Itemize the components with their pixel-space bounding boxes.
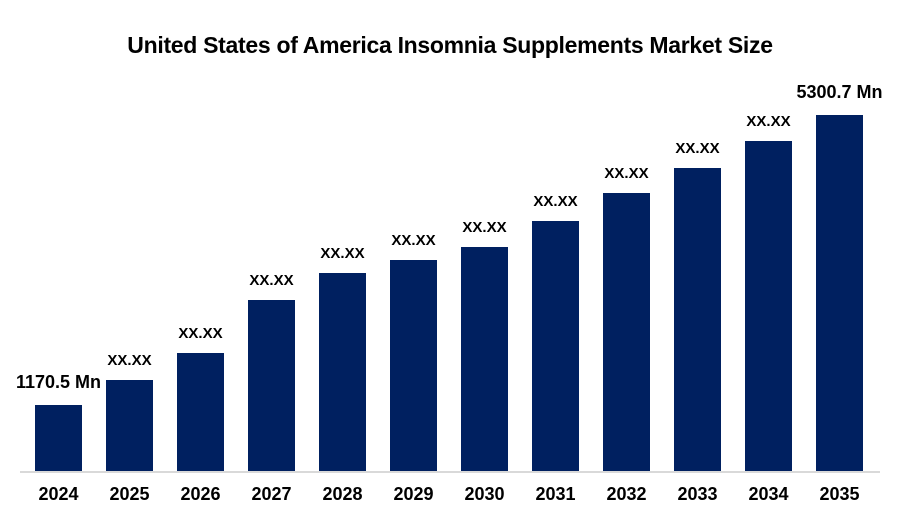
x-axis-label-2025: 2025 [109,484,150,504]
bar-2035 [816,115,863,471]
x-axis-label-2032: 2032 [606,484,647,504]
bar-2026 [177,353,224,471]
x-axis-label-2029: 2029 [393,484,434,504]
bar-value-label-2034: XX.XX [746,113,791,130]
bar-value-label-2026: XX.XX [178,325,223,342]
x-axis-label-2027: 2027 [251,484,292,504]
bar-value-label-2027: XX.XX [249,272,294,289]
bar-2024 [35,405,82,471]
x-axis-label-2024: 2024 [38,484,79,504]
x-axis-label-2030: 2030 [464,484,505,504]
bar-value-label-2030: XX.XX [462,219,507,236]
bar-value-label-2032: XX.XX [604,165,649,182]
bar-2027 [248,300,295,471]
bar-2028 [319,273,366,471]
bar-2034 [745,141,792,471]
bar-2029 [390,260,437,471]
x-axis-label-2033: 2033 [677,484,718,504]
x-axis-label-2028: 2028 [322,484,363,504]
bar-2032 [603,193,650,471]
x-axis-label-2031: 2031 [535,484,576,504]
x-axis-line [20,471,880,473]
bar-value-label-2029: XX.XX [391,232,436,249]
bar-value-label-2028: XX.XX [320,245,365,262]
bar-value-label-2025: XX.XX [107,352,152,369]
bar-2033 [674,168,721,471]
x-axis-label-2026: 2026 [180,484,221,504]
x-axis-label-2034: 2034 [748,484,789,504]
bar-value-label-2035: 5300.7 Mn [796,82,883,102]
bar-2030 [461,247,508,471]
bar-2025 [106,380,153,471]
bar-value-label-2031: XX.XX [533,193,578,210]
chart-title: United States of America Insomnia Supple… [127,32,773,58]
bar-2031 [532,221,579,471]
bar-value-label-2024: 1170.5 Mn [15,372,102,392]
x-axis-label-2035: 2035 [819,484,860,504]
bar-value-label-2033: XX.XX [675,140,720,157]
